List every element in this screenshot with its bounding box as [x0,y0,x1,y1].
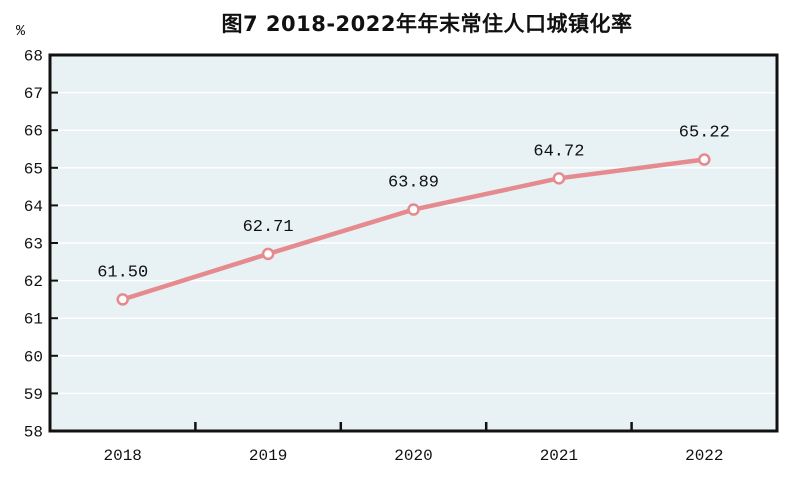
y-axis-tick-label: 58 [24,424,43,442]
data-point-marker [261,247,275,261]
y-axis-tick-label: 68 [24,48,43,66]
data-point-marker [407,203,420,216]
y-axis-tick-label: 62 [24,273,43,291]
x-axis-tick-label: 2020 [394,447,432,465]
chart-title: 图7 2018-2022年年末常住人口城镇化率 [221,12,633,36]
y-axis-tick-label: 59 [24,386,43,404]
y-axis-tick-label: 67 [24,85,43,103]
y-axis-tick-label: 66 [24,123,43,141]
x-axis-tick-label: 2018 [103,447,141,465]
data-point-label: 64.72 [533,142,584,161]
plot-area-border [48,53,779,433]
y-axis-unit-label: % [16,23,26,40]
y-axis-tick-label: 64 [24,198,43,216]
x-axis-tick-label: 2019 [249,447,287,465]
y-axis-tick-label: 61 [24,311,43,329]
x-axis-tick-label: 2022 [685,447,723,465]
data-point-label: 63.89 [388,174,439,193]
data-point-marker [698,153,711,166]
data-point-marker [116,293,129,306]
x-axis-tick-label: 2021 [540,447,578,465]
data-point-label: 65.22 [679,124,730,143]
data-point-label: 61.50 [97,263,148,282]
y-axis-tick-label: 63 [24,236,43,254]
y-axis-tick-label: 65 [24,160,43,178]
data-point-marker [552,172,566,185]
y-axis-tick-label: 60 [24,348,43,366]
data-point-label: 62.71 [243,218,294,237]
